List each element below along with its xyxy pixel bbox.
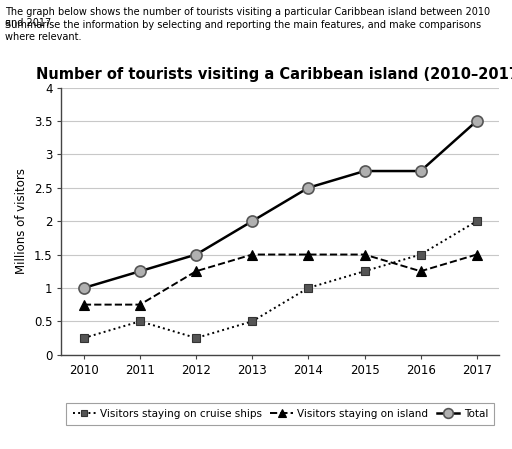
Title: Number of tourists visiting a Caribbean island (2010–2017): Number of tourists visiting a Caribbean …	[35, 67, 512, 82]
Text: Summarise the information by selecting and reporting the main features, and make: Summarise the information by selecting a…	[5, 20, 481, 42]
Legend: Visitors staying on cruise ships, Visitors staying on island, Total: Visitors staying on cruise ships, Visito…	[67, 403, 494, 425]
Text: The graph below shows the number of tourists visiting a particular Caribbean isl: The graph below shows the number of tour…	[5, 7, 490, 28]
Y-axis label: Millions of visitors: Millions of visitors	[15, 168, 28, 274]
